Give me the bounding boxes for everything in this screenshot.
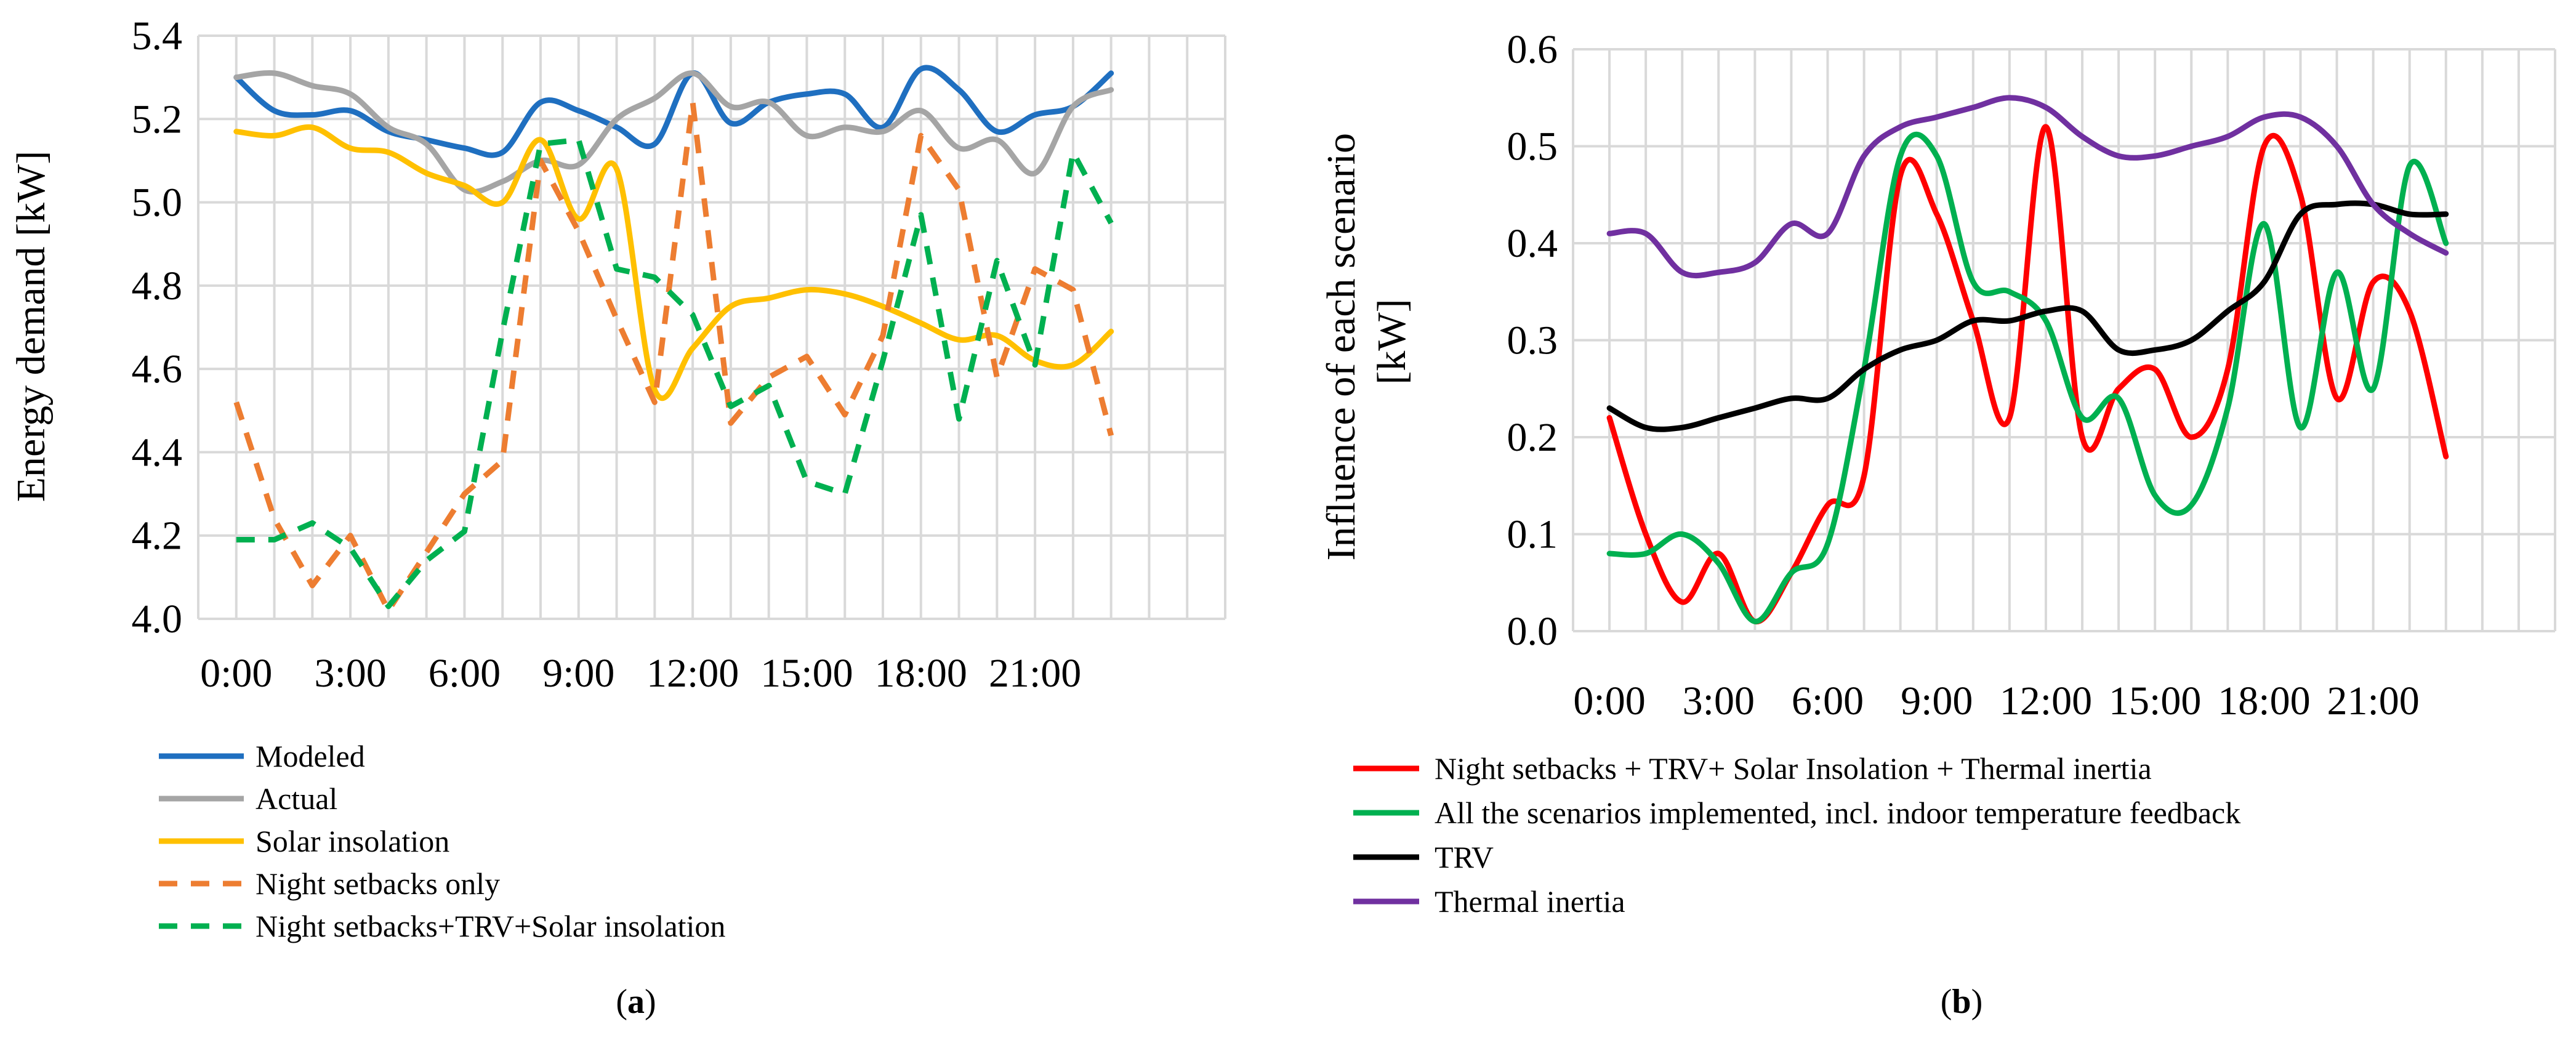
series-line-b-1 <box>1606 131 2449 624</box>
panel-b-x-ticks: 0:00 3:00 6:00 9:00 12:00 15:00 18:00 21:00 <box>1573 679 2419 724</box>
y-tick-label: 0.3 <box>1507 318 1558 363</box>
x-tick-label: 12:00 <box>2000 679 2092 724</box>
panel-a-chart: 4.0 4.2 4.4 4.6 4.8 5.0 5.2 5.4 0:00 3:00 6:00 9:0… <box>9 14 1226 1021</box>
x-tick-label: 9:00 <box>1901 679 1973 724</box>
legend-label-b-3: Thermal inertia <box>1435 884 1625 919</box>
panel-a-y-ticks: 4.0 4.2 4.4 4.6 4.8 5.0 5.2 5.4 <box>132 14 183 642</box>
panel-b-y-ticks: 0.0 0.1 0.2 0.3 0.4 0.5 0.6 <box>1507 27 1558 654</box>
panel-b-grid <box>1572 48 2556 632</box>
series-line-a-4 <box>236 137 1114 610</box>
panel-b-y-axis-label-line1: Influence of each scenario <box>1319 133 1364 560</box>
panel-b-series <box>1606 95 2449 624</box>
panel-a-y-axis-label: Energy demand [kW] <box>9 151 54 502</box>
series-line-a-0 <box>233 65 1114 158</box>
y-tick-label: 0.5 <box>1507 124 1558 169</box>
panel-b-y-axis-label-line2: [kW] <box>1369 299 1414 384</box>
panel-b-chart: 0.0 0.1 0.2 0.3 0.4 0.5 0.6 0:00 3:00 6:00 9:00 12… <box>1319 27 2556 1021</box>
x-tick-label: 15:00 <box>2109 679 2201 724</box>
legend-label-a-4: Night setbacks+TRV+Solar insolation <box>256 909 725 943</box>
x-tick-label: 18:00 <box>2218 679 2310 724</box>
series-line-b-2 <box>1606 200 2449 432</box>
x-tick-label: 0:00 <box>1573 679 1645 724</box>
legend-label-a-0: Modeled <box>256 739 365 773</box>
x-tick-label: 3:00 <box>314 651 386 696</box>
panel-a-caption: (a) <box>616 983 656 1021</box>
y-tick-label: 5.0 <box>132 180 183 225</box>
panel-b-caption-letter: b <box>1952 983 1971 1021</box>
y-tick-label: 4.2 <box>132 514 183 558</box>
series-line-b-3 <box>1606 95 2449 279</box>
panel-b-y-axis-label: Influence of each scenario [kW] <box>1319 123 1414 561</box>
y-tick-label: 4.4 <box>132 430 183 475</box>
y-tick-label: 0.2 <box>1507 415 1558 460</box>
y-tick-label: 4.0 <box>132 597 183 642</box>
panel-b-caption: (b) <box>1941 983 1982 1021</box>
x-tick-label: 6:00 <box>429 651 501 696</box>
series-line-a-2 <box>233 124 1114 401</box>
legend-label-b-2: TRV <box>1435 840 1494 874</box>
x-tick-label: 12:00 <box>646 651 739 696</box>
panel-a-x-ticks: 0:00 3:00 6:00 9:00 12:00 15:00 18:00 21:00 <box>200 651 1081 696</box>
y-tick-label: 0.0 <box>1507 609 1558 654</box>
series-line-a-1 <box>233 70 1114 195</box>
x-tick-label: 21:00 <box>2327 679 2419 724</box>
legend-label-b-1: All the scenarios implemented, incl. ind… <box>1435 796 2240 830</box>
panel-a-legend: Modeled Actual Solar insolation Night setba… <box>159 739 725 943</box>
x-tick-label: 15:00 <box>760 651 853 696</box>
y-tick-label: 0.6 <box>1507 27 1558 72</box>
x-tick-label: 3:00 <box>1683 679 1755 724</box>
legend-label-a-3: Night setbacks only <box>256 866 500 901</box>
y-tick-label: 4.8 <box>132 264 183 308</box>
series-line-b-0 <box>1606 124 2449 624</box>
y-tick-label: 4.6 <box>132 347 183 392</box>
y-tick-label: 0.4 <box>1507 221 1558 266</box>
panel-a-caption-letter: a <box>627 983 645 1021</box>
x-tick-label: 9:00 <box>542 651 614 696</box>
panel-a-series <box>233 65 1114 613</box>
y-tick-label: 0.1 <box>1507 512 1558 557</box>
panel-b-legend: Night setbacks + TRV+ Solar Insolation +… <box>1353 751 2240 919</box>
x-tick-label: 18:00 <box>875 651 967 696</box>
legend-label-a-2: Solar insolation <box>256 824 449 858</box>
legend-label-b-0: Night setbacks + TRV+ Solar Insolation +… <box>1435 751 2152 786</box>
x-tick-label: 21:00 <box>989 651 1081 696</box>
y-tick-label: 5.4 <box>132 14 183 58</box>
x-tick-label: 6:00 <box>1792 679 1864 724</box>
y-tick-label: 5.2 <box>132 97 183 142</box>
legend-label-a-1: Actual <box>256 781 337 816</box>
x-tick-label: 0:00 <box>200 651 272 696</box>
series-line-a-3 <box>233 99 1114 613</box>
